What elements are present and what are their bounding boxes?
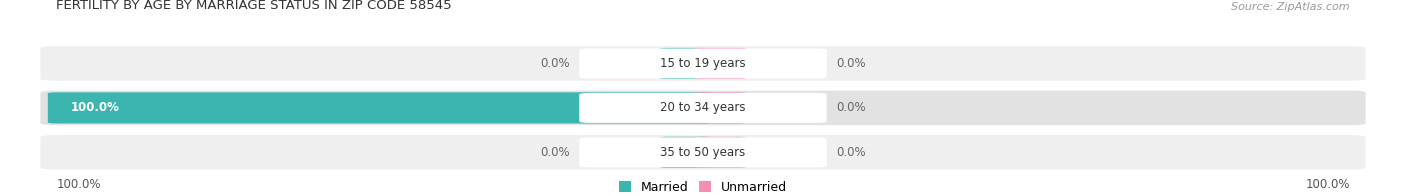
Text: 20 to 34 years: 20 to 34 years	[661, 101, 745, 114]
Text: 0.0%: 0.0%	[837, 146, 866, 159]
Text: 0.0%: 0.0%	[540, 57, 569, 70]
FancyBboxPatch shape	[695, 137, 747, 168]
Text: 100.0%: 100.0%	[70, 101, 120, 114]
FancyBboxPatch shape	[48, 92, 711, 123]
Text: 0.0%: 0.0%	[837, 57, 866, 70]
Text: FERTILITY BY AGE BY MARRIAGE STATUS IN ZIP CODE 58545: FERTILITY BY AGE BY MARRIAGE STATUS IN Z…	[56, 0, 451, 12]
FancyBboxPatch shape	[39, 90, 1367, 126]
Text: 0.0%: 0.0%	[540, 146, 569, 159]
FancyBboxPatch shape	[659, 48, 711, 79]
FancyBboxPatch shape	[695, 48, 747, 79]
Text: 0.0%: 0.0%	[837, 101, 866, 114]
Text: 100.0%: 100.0%	[1305, 178, 1350, 191]
FancyBboxPatch shape	[579, 93, 827, 123]
Text: 15 to 19 years: 15 to 19 years	[661, 57, 745, 70]
FancyBboxPatch shape	[579, 137, 827, 167]
FancyBboxPatch shape	[579, 48, 827, 78]
Legend: Married, Unmarried: Married, Unmarried	[619, 181, 787, 194]
Text: Source: ZipAtlas.com: Source: ZipAtlas.com	[1232, 2, 1350, 12]
FancyBboxPatch shape	[695, 92, 747, 123]
Text: 100.0%: 100.0%	[56, 178, 101, 191]
FancyBboxPatch shape	[39, 134, 1367, 171]
Text: 35 to 50 years: 35 to 50 years	[661, 146, 745, 159]
FancyBboxPatch shape	[39, 45, 1367, 82]
FancyBboxPatch shape	[659, 137, 711, 168]
